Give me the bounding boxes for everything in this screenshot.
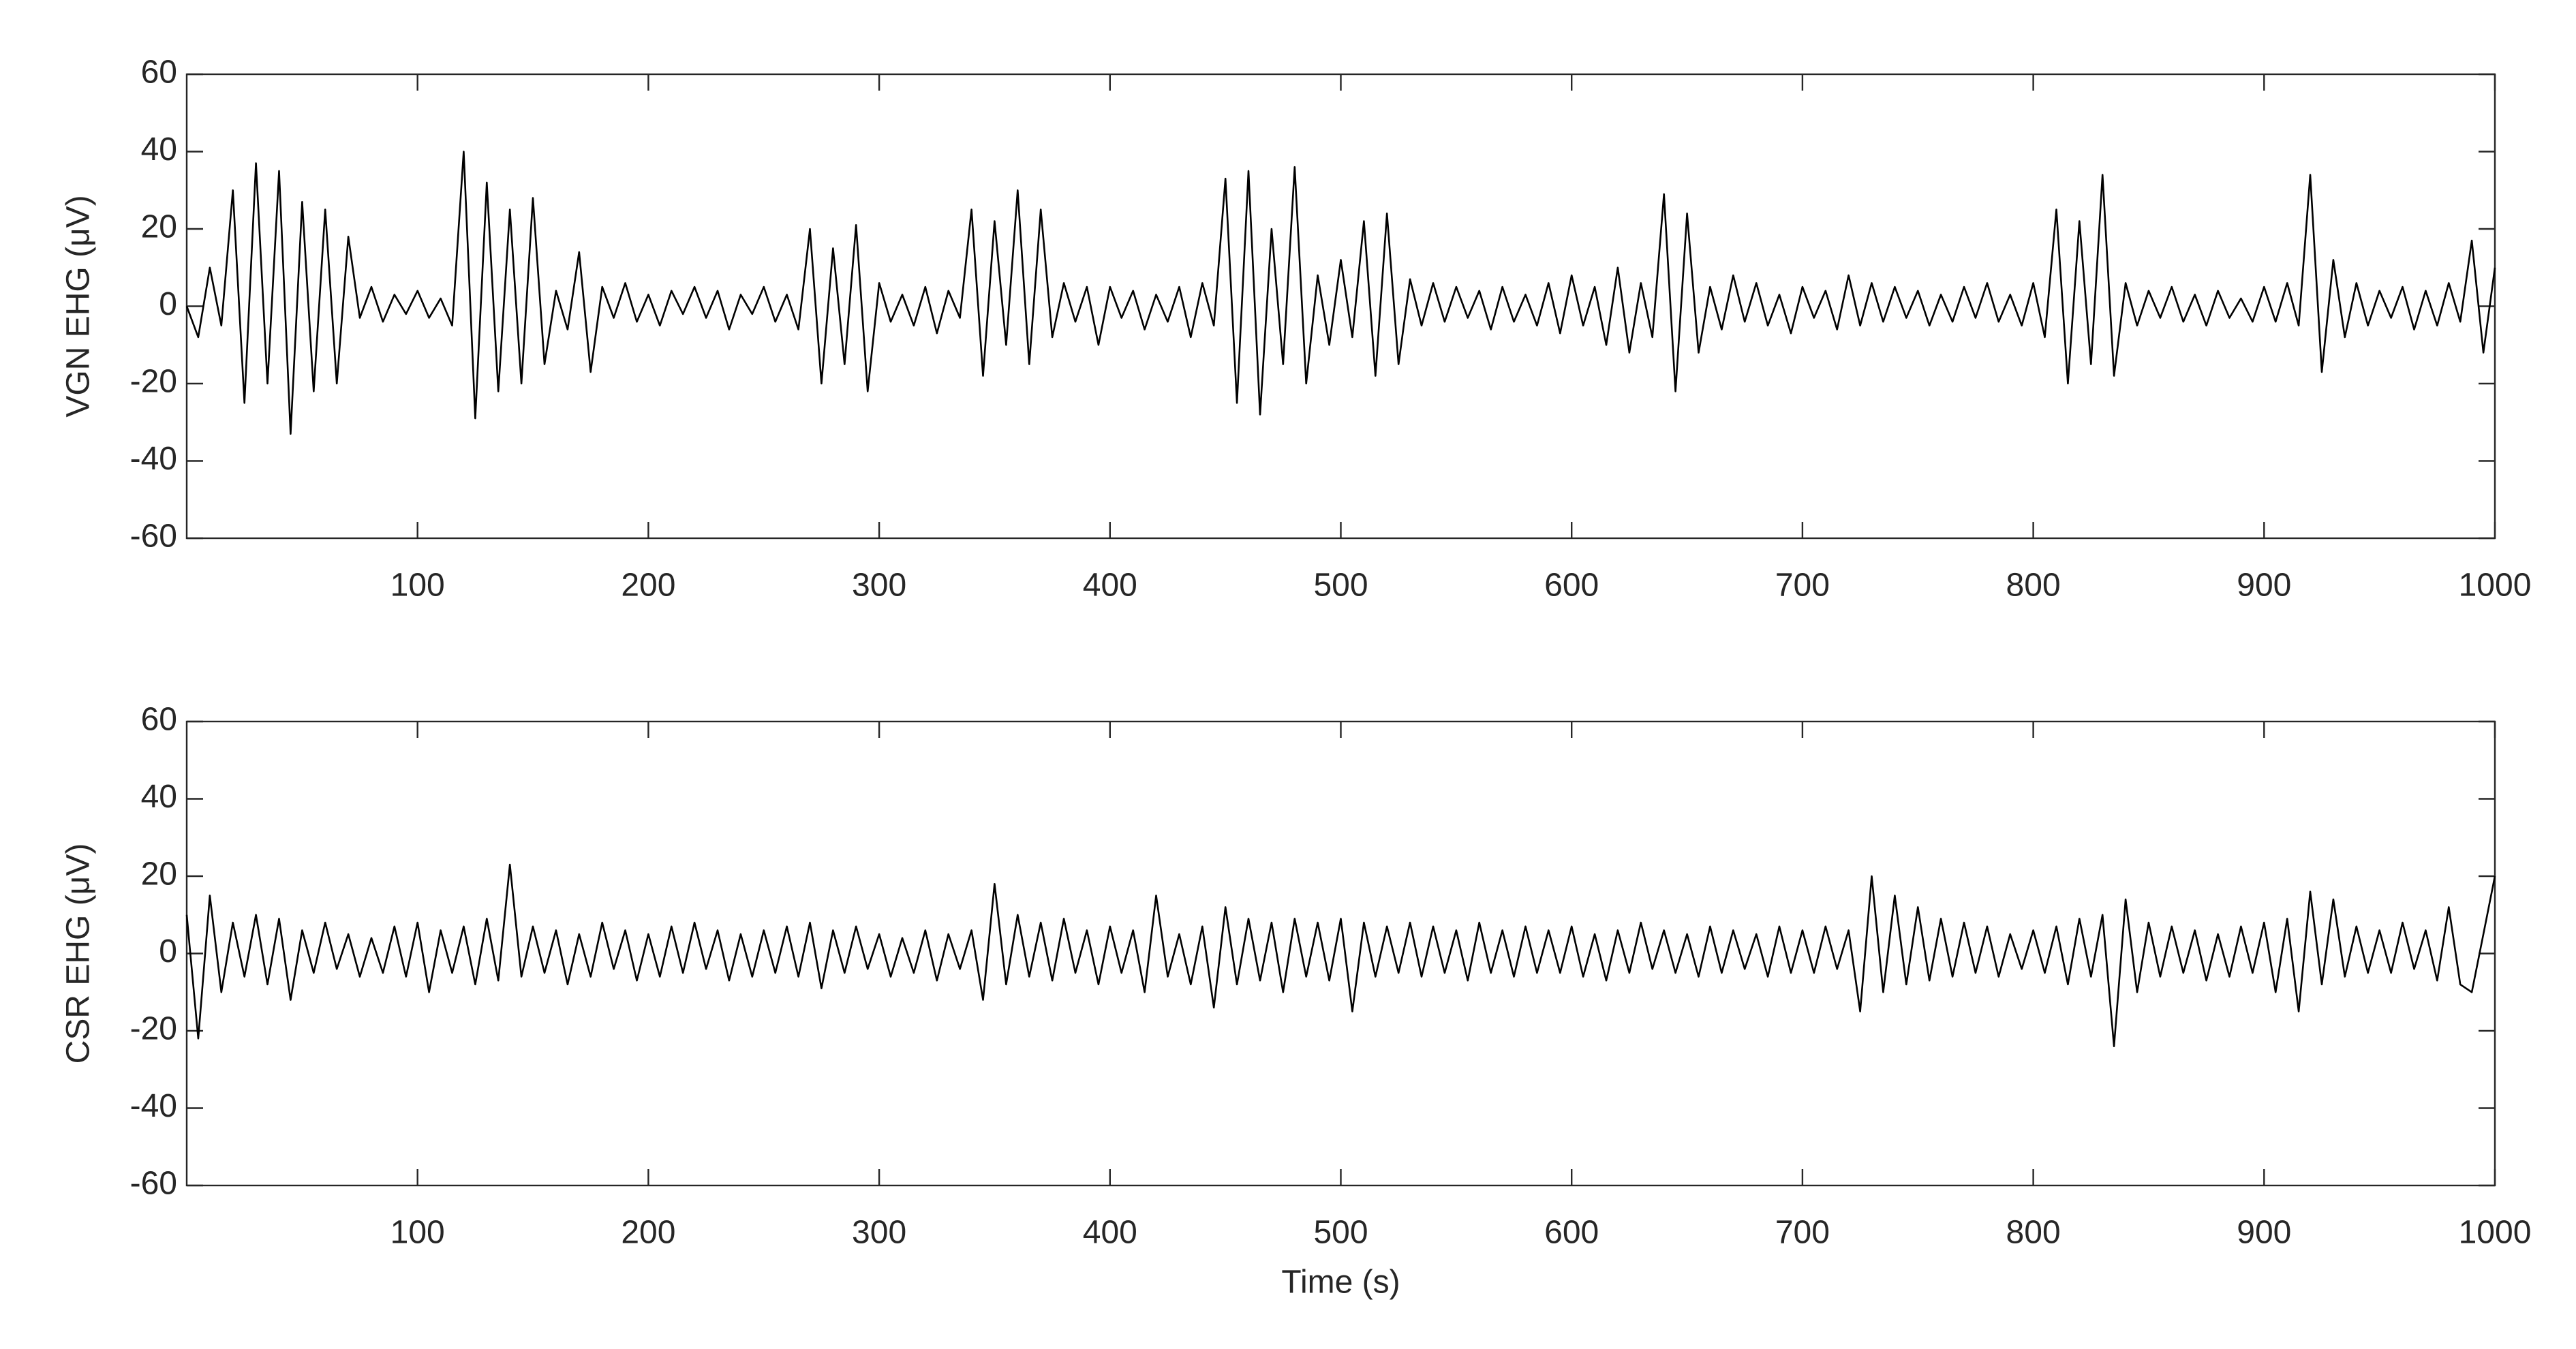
- y-axis-label: VGN EHG (μV): [61, 195, 97, 417]
- y-tick-label: 60: [141, 702, 177, 738]
- x-axis-label: Time (s): [1281, 1265, 1400, 1301]
- y-tick-label: -60: [130, 518, 177, 555]
- y-tick-label: -40: [130, 1088, 177, 1124]
- x-tick-label: 900: [2237, 1215, 2291, 1251]
- x-tick-label: 1000: [2459, 1215, 2532, 1251]
- x-tick-label: 100: [390, 1215, 445, 1251]
- y-tick-label: -20: [130, 1011, 177, 1047]
- y-tick-label: -60: [130, 1166, 177, 1202]
- y-tick-label: 20: [141, 209, 177, 245]
- x-tick-label: 300: [852, 1215, 906, 1251]
- x-tick-label: 100: [390, 568, 445, 604]
- y-tick-label: 20: [141, 856, 177, 893]
- x-tick-label: 500: [1313, 568, 1368, 604]
- x-tick-label: 800: [2006, 568, 2061, 604]
- x-tick-label: 400: [1083, 568, 1137, 604]
- y-tick-label: 40: [141, 779, 177, 815]
- x-tick-label: 800: [2006, 1215, 2061, 1251]
- plot-area: [185, 73, 2496, 540]
- x-tick-label: 400: [1083, 1215, 1137, 1251]
- x-tick-label: 600: [1544, 1215, 1599, 1251]
- y-tick-label: 0: [159, 286, 177, 322]
- x-tick-label: 300: [852, 568, 906, 604]
- x-tick-label: 700: [1775, 568, 1830, 604]
- y-tick-label: -40: [130, 441, 177, 477]
- x-tick-label: 600: [1544, 568, 1599, 604]
- y-tick-label: 0: [159, 933, 177, 970]
- y-axis-label: CSR EHG (μV): [61, 843, 97, 1064]
- plot-area: [185, 720, 2496, 1187]
- x-tick-label: 900: [2237, 568, 2291, 604]
- x-tick-label: 200: [621, 568, 675, 604]
- x-tick-label: 700: [1775, 1215, 1830, 1251]
- signal-line: [185, 151, 2496, 435]
- signal-line: [185, 863, 2496, 1047]
- y-tick-label: -20: [130, 364, 177, 400]
- y-tick-label: 40: [141, 131, 177, 168]
- x-tick-label: 1000: [2459, 568, 2532, 604]
- x-tick-label: 200: [621, 1215, 675, 1251]
- x-tick-label: 500: [1313, 1215, 1368, 1251]
- y-tick-label: 60: [141, 55, 177, 91]
